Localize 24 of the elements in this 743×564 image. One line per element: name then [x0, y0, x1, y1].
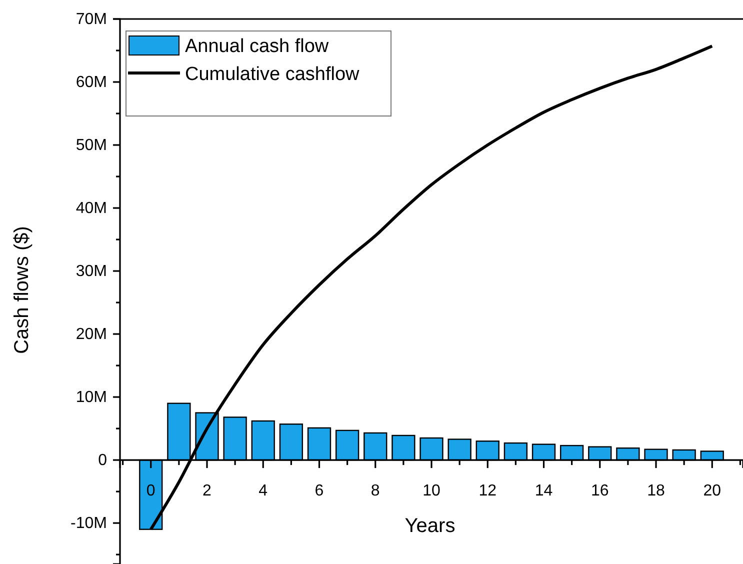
x-tick-label: 4 — [258, 482, 268, 500]
x-tick-label: 8 — [370, 482, 380, 500]
x-tick-label: 0 — [146, 482, 156, 500]
x-axis-title: Years — [404, 515, 456, 537]
legend-label: Cumulative cashflow — [185, 64, 360, 85]
x-tick-label: 18 — [647, 482, 666, 500]
x-tick-label: 6 — [314, 482, 324, 500]
x-tick-label: 16 — [590, 482, 609, 500]
y-tick-label: 30M — [76, 263, 107, 280]
y-tick-label: 70M — [76, 11, 107, 28]
y-tick-label: 40M — [76, 200, 107, 218]
y-tick-label: 60M — [76, 74, 107, 92]
y-axis-title: Cash flows ($) — [11, 226, 33, 354]
y-tick-label: 50M — [76, 137, 107, 154]
y-tick-label: 0 — [98, 452, 108, 470]
x-tick-label: 12 — [478, 482, 497, 500]
x-tick-label: 14 — [534, 482, 553, 500]
legend-label: Annual cash flow — [185, 36, 329, 57]
y-tick-label: -10M — [70, 515, 107, 532]
x-tick-label: 10 — [422, 482, 440, 500]
y-tick-label: 10M — [76, 389, 107, 406]
y-tick-label: 20M — [76, 326, 107, 344]
x-tick-label: 2 — [202, 482, 212, 500]
x-tick-label: 20 — [703, 482, 722, 500]
